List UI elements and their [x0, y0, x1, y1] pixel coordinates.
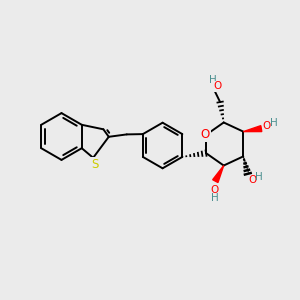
Text: O: O [211, 185, 219, 195]
Text: H: H [255, 172, 263, 182]
Text: S: S [91, 158, 98, 171]
Text: O: O [213, 81, 221, 91]
Text: O: O [201, 128, 210, 141]
Polygon shape [243, 126, 262, 132]
Text: H: H [209, 76, 217, 85]
Text: H: H [211, 193, 219, 202]
Text: O: O [248, 176, 256, 185]
Text: H: H [270, 118, 278, 128]
Polygon shape [213, 166, 224, 182]
Text: O: O [262, 121, 271, 131]
